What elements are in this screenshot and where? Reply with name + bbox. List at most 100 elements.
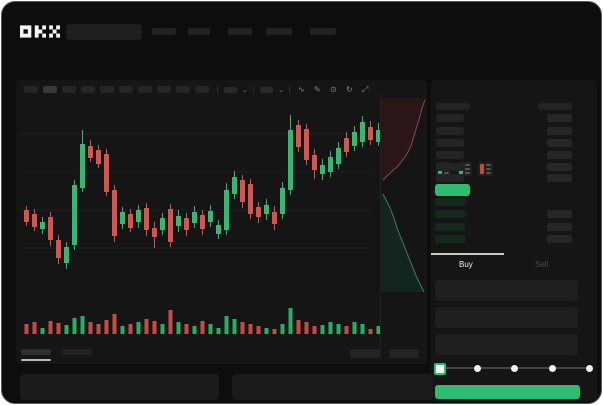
nav-item-5[interactable] <box>310 28 336 35</box>
bid-row-amount[interactable] <box>547 235 572 243</box>
nav-item-2[interactable] <box>188 28 210 35</box>
last-price-bar[interactable] <box>435 184 470 196</box>
volume-bar-7 <box>72 318 77 334</box>
ask-row-price[interactable] <box>436 139 464 147</box>
ask-row-amount[interactable] <box>547 139 572 147</box>
volume-bar-24 <box>208 324 213 334</box>
chevron-down-icon: ⌄ <box>242 87 248 94</box>
order-total-input[interactable] <box>435 334 578 355</box>
ask-row-amount[interactable] <box>547 163 572 171</box>
line-type-icon[interactable]: ∿ <box>298 85 305 94</box>
candle-1 <box>24 210 29 222</box>
book-asks-icon[interactable] <box>478 162 493 176</box>
camera-icon[interactable]: ⊙ <box>330 85 337 94</box>
timeframe-button-1[interactable] <box>24 86 38 93</box>
toolbar-divider <box>253 86 254 94</box>
timeframe-button-3[interactable] <box>62 86 76 93</box>
ask-row-price[interactable] <box>436 151 464 159</box>
candlestick-chart[interactable] <box>16 80 381 364</box>
candle-15 <box>136 210 141 222</box>
candle-32 <box>272 212 277 224</box>
chart-bottom-tab-active[interactable] <box>21 349 51 355</box>
depth-widget[interactable] <box>381 98 426 292</box>
ask-row-price[interactable] <box>436 127 464 135</box>
slider-handle[interactable] <box>434 363 446 375</box>
slider-stop-2[interactable] <box>511 365 518 372</box>
candle-2 <box>32 214 37 227</box>
ask-row-price[interactable] <box>436 174 464 182</box>
amount-slider[interactable] <box>434 361 593 375</box>
slider-stop-1[interactable] <box>473 365 481 372</box>
candle-14 <box>128 214 133 228</box>
ask-row-price[interactable] <box>436 163 464 171</box>
ask-row-amount[interactable] <box>547 174 572 182</box>
chart-bottom-button-2[interactable] <box>389 349 419 358</box>
candle-19 <box>168 209 173 242</box>
volume-bar-11 <box>104 320 109 334</box>
candle-16 <box>144 208 149 230</box>
nav-item-1[interactable] <box>152 28 176 35</box>
tab-buy[interactable]: Buy <box>459 260 473 269</box>
book-header-left <box>436 103 470 110</box>
order-amount-input[interactable] <box>435 307 578 328</box>
chart-panel: ⌄ ⌄ ∿ ✎ ⊙ ↻ ⤢ <box>16 80 427 364</box>
volume-bar-22 <box>192 326 197 334</box>
bid-row-amount[interactable] <box>547 210 572 218</box>
candle-23 <box>200 215 205 229</box>
timeframe-button-5[interactable] <box>100 86 114 93</box>
slider-stop-4[interactable] <box>586 365 593 372</box>
bid-row-price[interactable] <box>435 210 465 218</box>
replay-icon[interactable]: ↻ <box>346 85 353 94</box>
draw-icon[interactable]: ✎ <box>314 85 321 94</box>
order-price-input[interactable] <box>435 280 578 301</box>
nav-item-4[interactable] <box>266 28 292 35</box>
bid-row-price[interactable] <box>435 223 465 231</box>
ask-row-amount[interactable] <box>547 114 572 122</box>
volume-bar-10 <box>96 324 101 334</box>
timeframe-button-8[interactable] <box>157 86 171 93</box>
candle-41 <box>344 138 349 152</box>
timeframe-button-4[interactable] <box>81 86 95 93</box>
chart-bottom-tab-2[interactable] <box>62 349 92 355</box>
chart-bottom-button-1[interactable] <box>350 349 380 358</box>
bid-row-price[interactable] <box>435 198 465 206</box>
candle-18 <box>160 218 165 230</box>
candle-30 <box>256 207 261 217</box>
indicator-selector[interactable] <box>224 87 237 93</box>
volume-bar-32 <box>272 329 277 334</box>
timeframe-button-7[interactable] <box>138 86 152 93</box>
candle-37 <box>312 155 317 170</box>
candle-31 <box>264 205 269 214</box>
candle-21 <box>184 218 189 230</box>
instrument-bar: Spot Trading ⌄ ⌄ <box>2 47 601 117</box>
tab-sell[interactable]: Sell <box>535 260 549 269</box>
ask-row-amount[interactable] <box>547 127 572 135</box>
fullscreen-icon[interactable]: ⤢ <box>362 85 369 94</box>
volume-bar-12 <box>112 314 117 334</box>
bid-row-price[interactable] <box>435 235 465 243</box>
volume-bar-31 <box>264 328 269 334</box>
nav-item-3[interactable] <box>228 28 252 35</box>
bid-row-amount[interactable] <box>547 223 572 231</box>
buy-submit-button[interactable] <box>435 385 580 399</box>
ask-row-price[interactable] <box>436 114 464 122</box>
volume-bar-16 <box>144 319 149 334</box>
candle-26 <box>224 190 229 230</box>
volume-bar-36 <box>304 322 309 334</box>
chart-bottom-tab-indicator <box>21 359 51 361</box>
candle-28 <box>240 180 245 202</box>
compare-selector[interactable] <box>260 87 273 93</box>
candle-10 <box>96 150 101 164</box>
slider-stop-3[interactable] <box>548 365 556 372</box>
ask-row-amount[interactable] <box>547 151 572 159</box>
global-search-input[interactable] <box>66 24 142 40</box>
timeframe-button-2[interactable] <box>43 86 57 93</box>
chevron-down-icon: ⌄ <box>278 87 284 94</box>
timeframe-button-10[interactable] <box>195 86 209 93</box>
timeframe-button-6[interactable] <box>119 86 133 93</box>
candle-45 <box>376 130 381 142</box>
timeframe-button-9[interactable] <box>176 86 190 93</box>
candle-42 <box>352 132 357 146</box>
